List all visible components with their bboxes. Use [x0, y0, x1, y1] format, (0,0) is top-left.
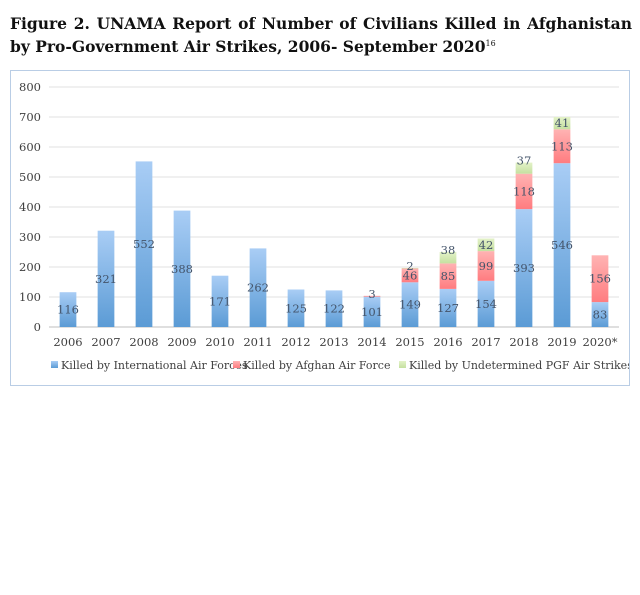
x-tick-label: 2011 [243, 335, 272, 349]
y-tick-label: 700 [19, 110, 41, 124]
data-label: 42 [479, 238, 494, 252]
bar-2017-series-0 [477, 280, 495, 327]
bar-2011-series-0 [249, 248, 267, 327]
x-tick-label: 2006 [53, 335, 82, 349]
bar-2016-series-1 [439, 263, 457, 289]
data-label: 127 [437, 301, 459, 315]
bar-2012-series-0 [287, 289, 305, 327]
legend-swatch [233, 361, 240, 368]
data-label: 99 [479, 259, 494, 273]
x-tick-label: 2017 [471, 335, 500, 349]
data-label: 156 [589, 272, 611, 286]
figure-title: Figure 2. UNAMA Report of Number of Civi… [10, 14, 632, 57]
chart-container: 0 100 200 300 400 500 600 700 800 116 321 552 388 17… [10, 70, 633, 386]
y-tick-label: 100 [19, 290, 41, 304]
bar-2014-series-0 [363, 296, 381, 327]
data-label: 41 [555, 116, 570, 130]
legend-label: Killed by Afghan Air Force [243, 359, 390, 372]
bar-2019-series-1 [553, 129, 571, 164]
data-label: 388 [171, 262, 193, 276]
data-label: 171 [209, 294, 231, 308]
bar-2015-series-1 [401, 268, 419, 283]
bar-2018-series-2 [515, 162, 533, 174]
data-label: 118 [513, 184, 535, 198]
y-tick-label: 400 [19, 200, 41, 214]
data-label: 3 [368, 287, 375, 301]
bar-2007-series-0 [97, 230, 115, 327]
legend-label: Killed by Undetermined PGF Air Strikes [409, 359, 629, 372]
x-tick-label: 2015 [395, 335, 424, 349]
stacked-bar-chart: 0 100 200 300 400 500 600 700 800 116 321 552 388 17… [19, 80, 633, 372]
bar-2020-series-1 [591, 255, 609, 303]
bar-2017-series-2 [477, 238, 495, 252]
bar-2015-series-2 [401, 267, 419, 269]
bar-2010-series-0 [211, 275, 229, 327]
data-label: 46 [403, 268, 418, 282]
bar-2009-series-0 [173, 210, 191, 327]
data-label: 2 [406, 259, 413, 273]
x-tick-label: 2014 [357, 335, 386, 349]
y-tick-label: 500 [19, 170, 41, 184]
x-tick-label: 2008 [129, 335, 158, 349]
data-label: 546 [551, 238, 573, 252]
x-tick-label: 2018 [509, 335, 538, 349]
x-tick-label: 2010 [205, 335, 234, 349]
data-label: 154 [475, 297, 497, 311]
data-label: 37 [517, 154, 532, 168]
bar-2017-series-1 [477, 251, 495, 281]
bar-2019-series-2 [553, 117, 571, 130]
bar-2016-series-2 [439, 252, 457, 264]
data-label: 262 [247, 281, 269, 295]
bar-2008-series-0 [135, 161, 153, 327]
bar-2018-series-0 [515, 209, 533, 327]
y-tick-label: 0 [34, 320, 41, 334]
bar-2020-series-0 [591, 302, 609, 327]
y-tick-label: 300 [19, 230, 41, 244]
bar-2014-series-1 [363, 295, 381, 297]
y-tick-label: 800 [19, 80, 41, 94]
data-label: 101 [361, 305, 383, 319]
figure-title-text: Figure 2. UNAMA Report of Number of Civi… [10, 14, 632, 57]
data-label: 113 [551, 139, 573, 153]
legend-label: Killed by International Air Forces [61, 359, 248, 372]
bar-2013-series-0 [325, 290, 343, 327]
x-tick-label: 2012 [281, 335, 310, 349]
x-tick-label: 2007 [91, 335, 120, 349]
legend-swatch [399, 361, 406, 368]
x-tick-label: 2019 [547, 335, 576, 349]
y-tick-label: 600 [19, 140, 41, 154]
footnote-ref: 16 [485, 39, 496, 48]
data-label: 149 [399, 298, 421, 312]
data-label: 85 [441, 269, 456, 283]
x-tick-label: 2020* [582, 335, 617, 349]
x-tick-label: 2013 [319, 335, 348, 349]
bar-2019-series-0 [553, 163, 571, 327]
data-label: 321 [95, 272, 117, 286]
data-label: 393 [513, 261, 535, 275]
legend-swatch [51, 361, 58, 368]
bar-2018-series-1 [515, 173, 533, 210]
bar-2016-series-0 [439, 288, 457, 327]
x-tick-label: 2016 [433, 335, 462, 349]
data-label: 83 [593, 308, 608, 322]
data-label: 122 [323, 302, 345, 316]
data-label: 125 [285, 301, 307, 315]
data-label: 38 [441, 243, 456, 257]
x-tick-label: 2009 [167, 335, 196, 349]
data-label: 552 [133, 237, 155, 251]
bar-2015-series-0 [401, 282, 419, 327]
bar-2006-series-0 [59, 292, 77, 327]
y-tick-label: 200 [19, 260, 41, 274]
data-label: 116 [57, 303, 79, 317]
